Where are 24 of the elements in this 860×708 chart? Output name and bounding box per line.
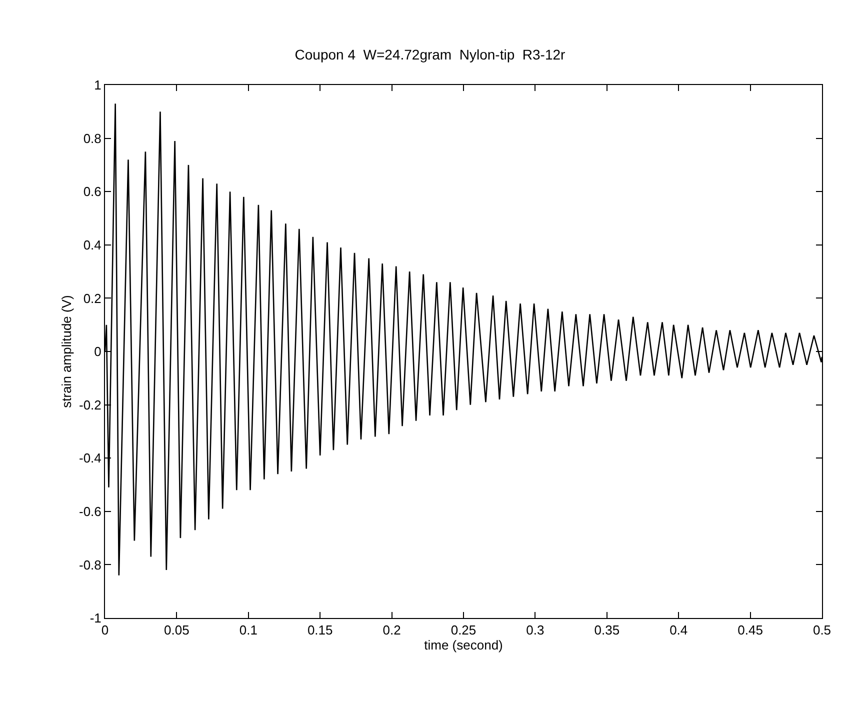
x-tick-label: 0.1 — [239, 622, 258, 638]
chart-title: Coupon 4 W=24.72gram Nylon-tip R3-12r — [294, 46, 566, 62]
x-tick-label: 0.45 — [738, 622, 763, 638]
x-axis-title: time (second) — [424, 638, 503, 653]
x-tick-label: 0.5 — [812, 622, 832, 638]
x-tick-label: 0.3 — [526, 622, 544, 638]
x-tick-label: 0.2 — [382, 622, 401, 638]
y-tick-label: 0.2 — [83, 290, 102, 306]
y-tick-label: 1 — [94, 78, 102, 93]
x-tick-label: 0.35 — [594, 622, 620, 638]
y-tick-label: 0.4 — [83, 237, 102, 252]
x-tick-label: 0.15 — [307, 622, 333, 638]
y-tick-label: -0.2 — [78, 397, 102, 412]
y-tick-label: -0.6 — [78, 504, 102, 519]
y-tick-label: 0 — [94, 344, 102, 360]
y-tick-label: -0.4 — [78, 450, 102, 466]
x-tick-label: 0.05 — [164, 622, 190, 638]
x-tick-label: 0.25 — [450, 622, 476, 638]
y-tick-label: -1 — [90, 610, 102, 626]
y-tick-label: -0.8 — [78, 557, 102, 572]
y-tick-label: 0.8 — [83, 130, 102, 146]
x-tick-label: 0.4 — [670, 622, 688, 638]
y-axis-title: strain amplitude (V) — [58, 295, 74, 408]
y-tick-label: 0.6 — [83, 184, 102, 200]
